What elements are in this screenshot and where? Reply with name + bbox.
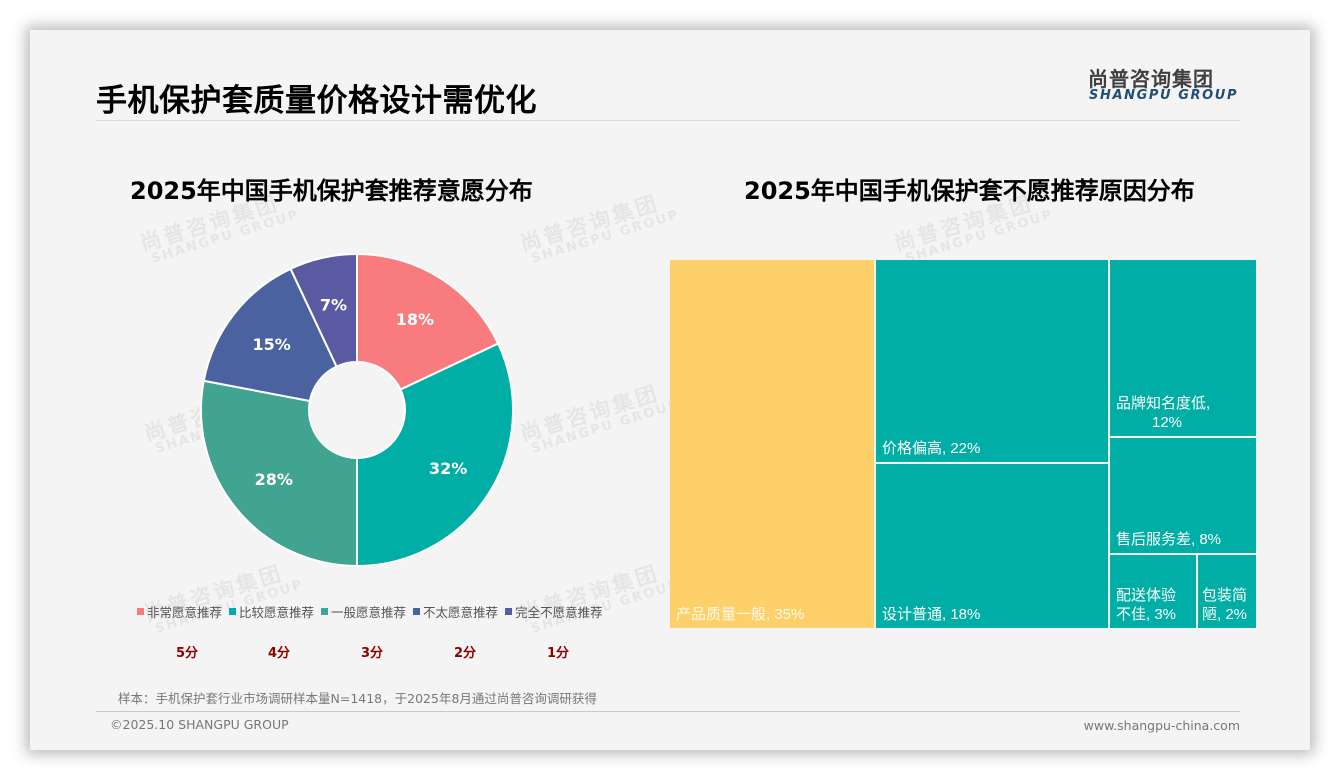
slice-label: 7%: [320, 296, 347, 315]
slice-label: 18%: [396, 310, 434, 329]
legend-swatch: [505, 608, 513, 615]
legend-swatch: [413, 608, 421, 615]
legend-item: 一般愿意推荐: [321, 602, 406, 621]
legend-item: 完全不愿意推荐: [505, 602, 603, 621]
right-chart-title: 2025年中国手机保护套不愿推荐原因分布: [744, 177, 1195, 205]
score-label: 5分: [176, 646, 199, 661]
legend-swatch: [229, 608, 237, 615]
legend-swatch: [321, 608, 329, 615]
pie-legend: 非常愿意推荐 比较愿意推荐 一般愿意推荐 不太愿意推荐 完全不愿意推荐: [137, 602, 603, 621]
treemap-cell-price: 价格偏高, 22%: [876, 260, 1108, 462]
slice-label: 28%: [255, 470, 293, 489]
treemap-cell-design: 设计普通, 18%: [876, 464, 1108, 628]
donut-slice: [356, 342, 514, 567]
logo-english: SHANGPU GROUP: [1089, 88, 1239, 103]
score-label: 1分: [547, 646, 570, 661]
donut-chart: 18% 32% 28% 15% 7%: [200, 253, 514, 567]
page-title: 手机保护套质量价格设计需优化: [96, 83, 537, 119]
treemap-cell-packaging: 包装简 陋, 2%: [1198, 555, 1256, 628]
treemap-cell-quality: 产品质量一般, 35%: [670, 260, 874, 628]
legend-item: 非常愿意推荐: [137, 602, 222, 621]
slice-label: 15%: [253, 335, 291, 354]
footer-divider: [96, 711, 1240, 712]
donut-slice: [200, 379, 358, 567]
logo-chinese: 尚普咨询集团: [1088, 67, 1214, 91]
sample-note: 样本：手机保护套行业市场调研样本量N=1418，于2025年8月通过尚普咨询调研…: [118, 691, 597, 706]
title-divider: [96, 120, 1240, 121]
treemap-cell-brand: 品牌知名度低, 12%: [1110, 260, 1256, 436]
score-label: 3分: [361, 646, 384, 661]
donut-slice: [289, 253, 358, 368]
treemap-cell-delivery: 配送体验 不佳, 3%: [1110, 555, 1196, 628]
treemap-cell-after-sales: 售后服务差, 8%: [1110, 438, 1256, 553]
legend-item: 不太愿意推荐: [413, 602, 498, 621]
left-chart-title: 2025年中国手机保护套推荐意愿分布: [130, 177, 533, 205]
legend-swatch: [137, 608, 144, 615]
copyright: ©2025.10 SHANGPU GROUP: [110, 717, 289, 732]
slice-label: 32%: [429, 459, 467, 478]
website-link[interactable]: www.shangpu-china.com: [1083, 718, 1240, 733]
treemap-chart: 产品质量一般, 35% 价格偏高, 22% 设计普通, 18% 品牌知名度低, 1…: [670, 260, 1258, 630]
donut-slice: [356, 253, 500, 391]
donut-slice: [202, 267, 338, 403]
legend-item: 比较愿意推荐: [229, 602, 314, 621]
score-label: 4分: [268, 646, 291, 661]
score-label: 2分: [454, 646, 477, 661]
slide: 手机保护套质量价格设计需优化 尚普咨询集团 SHANGPU GROUP 尚普咨询…: [30, 30, 1310, 750]
